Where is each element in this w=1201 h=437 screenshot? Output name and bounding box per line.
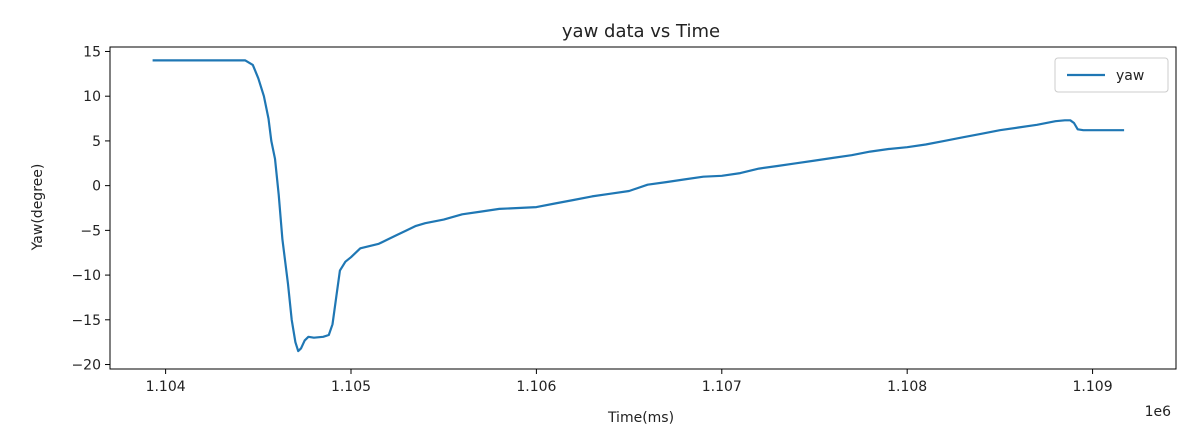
y-tick-label: 5	[92, 134, 101, 150]
y-tick-label: 15	[83, 44, 101, 60]
y-tick-label: 0	[92, 179, 101, 195]
y-tick-label: −15	[71, 313, 101, 329]
x-tick-label: 1.104	[146, 379, 186, 395]
x-axis: 1.104 1.105 1.106 1.107 1.108 1.109	[146, 369, 1113, 395]
plot-frame	[109, 46, 1177, 370]
legend-box	[1054, 57, 1169, 93]
y-axis-title: Yaw(degree)	[30, 164, 46, 252]
x-axis-title: Time(ms)	[607, 410, 674, 426]
chart-title: yaw data vs Time	[562, 21, 720, 42]
legend: yaw	[1054, 57, 1169, 93]
plot-layer	[152, 59, 1125, 353]
x-tick-label: 1.108	[887, 379, 927, 395]
y-tick-label: 10	[83, 89, 101, 105]
series-line-yaw	[152, 59, 1125, 353]
x-tick-label: 1.107	[702, 379, 742, 395]
x-tick-label: 1.109	[1073, 379, 1113, 395]
y-tick-label: −5	[80, 223, 101, 239]
legend-label-yaw: yaw	[1116, 68, 1144, 84]
x-offset-label: 1e6	[1145, 404, 1172, 420]
y-tick-label: −10	[71, 268, 101, 284]
y-axis: 15 10 5 0 −5 −10 −15 −20	[71, 44, 110, 374]
x-tick-label: 1.105	[331, 379, 371, 395]
y-tick-label: −20	[71, 358, 101, 374]
x-tick-label: 1.106	[516, 379, 556, 395]
